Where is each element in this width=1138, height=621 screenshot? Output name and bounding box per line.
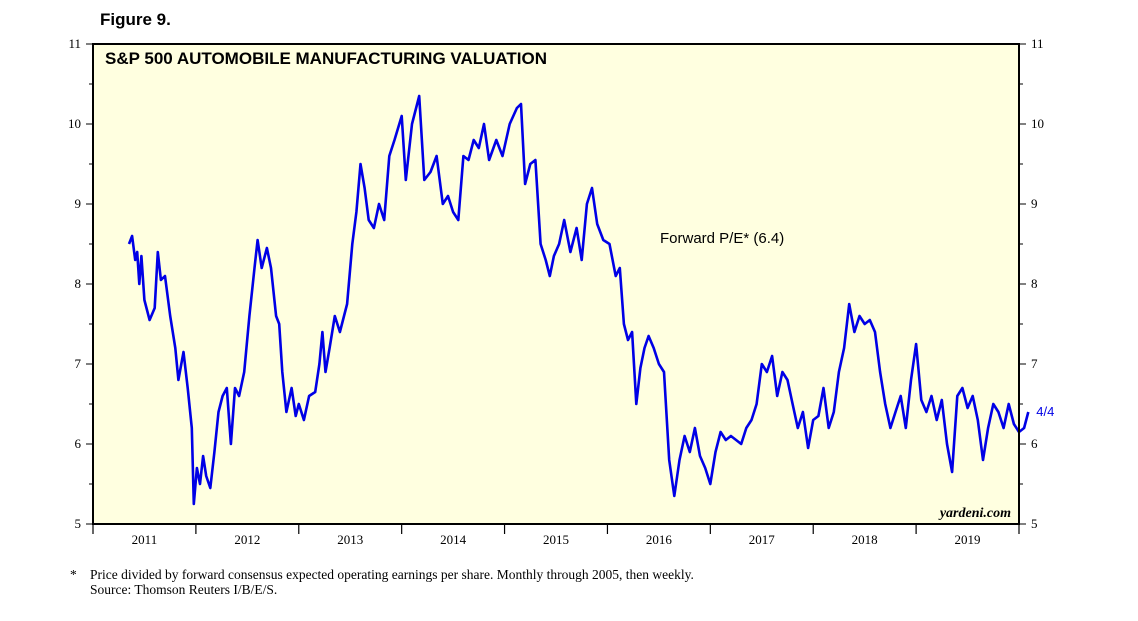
x-tick-label: 2016 [646,532,673,547]
forward-pe-line [127,94,1030,506]
y-tick-label-right: 6 [1031,436,1038,451]
watermark: yardeni.com [938,506,1011,521]
x-tick-label: 2013 [337,532,363,547]
plot-background [93,44,1019,524]
footnote-text: Price divided by forward consensus expec… [90,567,694,582]
x-tick-label: 2017 [749,532,776,547]
figure-label: Figure 9. [100,10,171,29]
y-tick-label-left: 8 [75,276,82,291]
series-end-label: 4/4 [1036,404,1054,419]
footnote-source: Source: Thomson Reuters I/B/E/S. [90,582,278,597]
x-tick-label: 2015 [543,532,569,547]
x-tick-label: 2012 [234,532,260,547]
x-tick-label: 2018 [852,532,878,547]
footnote-definition: * Price divided by forward consensus expe… [70,567,694,583]
y-tick-label-right: 10 [1031,116,1044,131]
y-tick-label-left: 7 [75,356,82,371]
footnote-marker: * [70,567,77,582]
chart: 5 5 6 6 7 7 8 8 9 9 10 10 11 11 2011 2012 2013 2014 2015 20… [68,36,1054,547]
x-tick-label: 2014 [440,532,467,547]
x-tick-label: 2019 [955,532,981,547]
y-tick-label-left: 10 [68,116,81,131]
y-tick-label-left: 11 [68,36,81,51]
y-tick-label-right: 9 [1031,196,1038,211]
x-tick-label: 2011 [132,532,158,547]
plot-frame [92,43,1020,525]
y-tick-label-right: 11 [1031,36,1044,51]
axis-layer: 5 5 6 6 7 7 8 8 9 9 10 10 11 11 2011 2012 2013 2014 2015 20… [68,36,1044,547]
y-tick-label-left: 6 [75,436,82,451]
y-tick-label-right: 7 [1031,356,1038,371]
y-tick-label-right: 8 [1031,276,1038,291]
legend-label: Forward P/E* (6.4) [660,230,784,247]
y-tick-label-right: 5 [1031,516,1038,531]
y-tick-label-left: 5 [75,516,82,531]
y-tick-label-left: 9 [75,196,82,211]
chart-title: S&P 500 AUTOMOBILE MANUFACTURING VALUATI… [105,49,547,68]
